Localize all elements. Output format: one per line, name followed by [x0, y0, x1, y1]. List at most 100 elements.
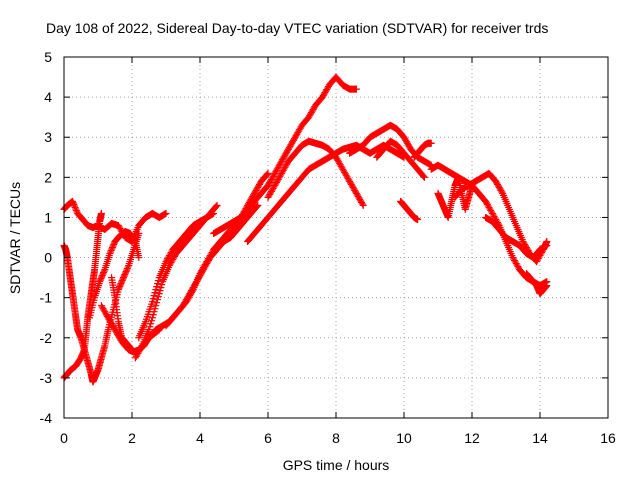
data-point	[102, 309, 110, 317]
data-point	[339, 165, 347, 173]
data-point	[352, 189, 360, 197]
data-point	[358, 200, 366, 208]
data-point	[487, 206, 495, 214]
data-points	[60, 73, 551, 386]
data-point	[287, 141, 295, 149]
data-point	[342, 171, 350, 179]
data-point	[270, 183, 278, 191]
data-point	[255, 182, 263, 190]
data-point	[275, 162, 283, 170]
data-point	[188, 289, 195, 297]
data-point	[269, 184, 277, 192]
data-point	[148, 298, 156, 306]
data-point	[116, 281, 124, 289]
x-tick-label: 6	[264, 430, 272, 446]
data-point	[285, 144, 293, 152]
data-point	[322, 87, 330, 95]
data-point	[250, 189, 258, 197]
data-point	[269, 172, 277, 180]
data-point	[71, 203, 79, 211]
data-point	[108, 321, 116, 329]
chart-title: Day 108 of 2022, Sidereal Day-to-day VTE…	[46, 20, 548, 36]
data-point	[486, 205, 494, 213]
data-point	[152, 302, 160, 310]
data-point	[96, 278, 104, 286]
data-point	[284, 147, 292, 155]
data-point	[338, 164, 346, 172]
data-point	[104, 314, 112, 322]
data-point	[133, 351, 141, 359]
data-point	[70, 202, 78, 210]
data-point	[100, 269, 108, 277]
data-point	[153, 299, 161, 307]
data-point	[283, 160, 291, 168]
data-point	[131, 237, 139, 245]
data-point	[254, 183, 262, 191]
data-point	[344, 174, 352, 182]
x-tick-label: 10	[396, 430, 412, 446]
data-point	[403, 139, 411, 147]
data-point	[346, 177, 354, 185]
data-point	[510, 255, 518, 263]
data-point	[150, 292, 158, 300]
data-point	[280, 153, 288, 161]
data-point	[310, 104, 318, 112]
data-point	[253, 202, 261, 210]
data-point	[117, 280, 125, 288]
data-point	[305, 113, 313, 121]
y-tick-label: 5	[44, 49, 52, 65]
series-4	[86, 227, 143, 322]
data-point	[154, 293, 162, 301]
data-point	[273, 166, 280, 174]
series-17	[410, 139, 435, 161]
data-point	[145, 326, 153, 334]
data-point	[98, 272, 106, 280]
data-point	[346, 179, 354, 187]
data-point	[340, 167, 348, 175]
data-point	[199, 265, 207, 273]
data-point	[489, 211, 497, 219]
series-8	[135, 209, 218, 342]
grid-lines	[64, 57, 608, 418]
data-point	[296, 124, 304, 132]
data-point	[521, 241, 529, 249]
y-tick-label: 3	[44, 129, 52, 145]
data-point	[97, 209, 105, 217]
data-point	[203, 258, 211, 266]
data-point	[97, 302, 105, 310]
data-point	[182, 298, 190, 306]
data-point	[200, 262, 208, 270]
data-point	[414, 215, 422, 223]
data-point	[158, 281, 166, 289]
data-point	[283, 148, 291, 156]
data-point	[306, 112, 314, 120]
data-point	[268, 186, 276, 194]
data-point	[484, 202, 492, 210]
data-point	[336, 161, 344, 169]
data-point	[128, 346, 136, 354]
data-point	[165, 253, 173, 261]
data-point	[162, 258, 170, 266]
data-point	[162, 209, 170, 217]
data-point	[494, 182, 502, 190]
data-point	[403, 138, 411, 146]
data-point	[288, 139, 296, 147]
data-point	[147, 320, 155, 328]
x-tick-label: 14	[532, 430, 548, 446]
data-point	[321, 89, 329, 97]
data-point	[106, 317, 114, 325]
data-point	[169, 256, 177, 264]
data-point	[164, 255, 172, 263]
data-point	[149, 295, 157, 303]
data-point	[256, 180, 263, 188]
data-point	[352, 188, 360, 196]
data-point	[183, 296, 191, 304]
data-point	[187, 290, 195, 298]
data-point	[97, 275, 105, 283]
data-point	[494, 180, 501, 188]
data-point	[271, 181, 279, 189]
data-point	[354, 192, 362, 200]
data-point	[295, 126, 303, 134]
data-point	[264, 193, 272, 201]
data-point	[119, 275, 127, 283]
